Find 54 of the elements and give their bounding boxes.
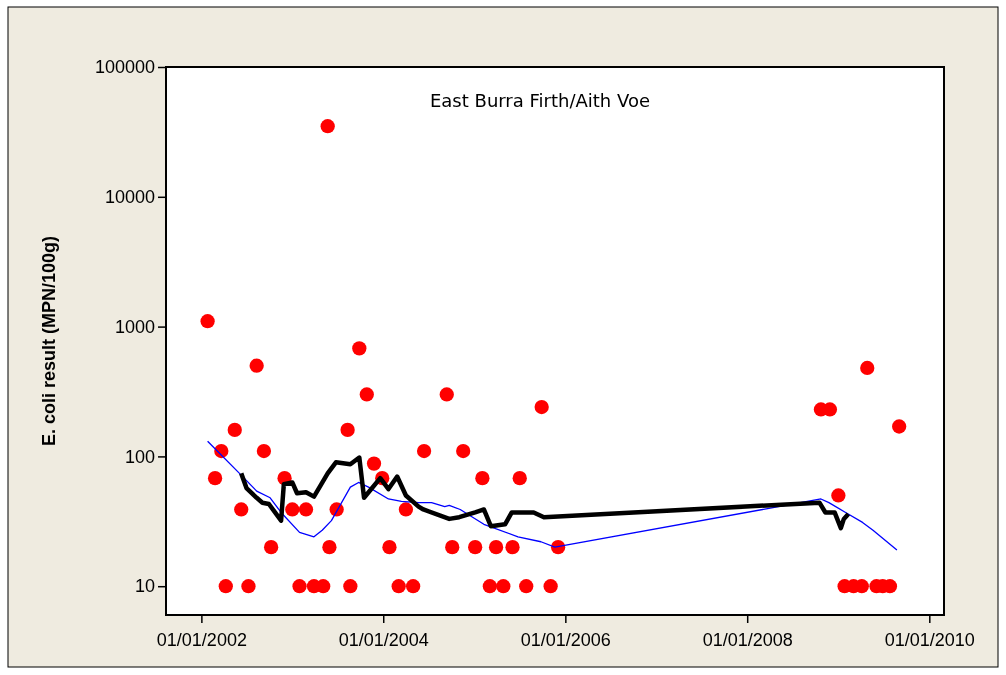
point	[456, 443, 471, 459]
point	[352, 341, 367, 356]
point	[218, 579, 233, 594]
point	[382, 540, 397, 555]
point	[416, 443, 432, 459]
y-tick-label: 10000	[104, 187, 155, 208]
point	[366, 456, 382, 471]
point	[359, 387, 374, 402]
x-tick-label: 01/01/2006	[520, 629, 611, 650]
point	[343, 579, 358, 594]
x-tick-label: 01/01/2008	[702, 629, 793, 650]
point	[227, 422, 242, 438]
point	[241, 579, 256, 594]
y-tick-label: 1000	[114, 316, 155, 337]
point	[316, 579, 331, 594]
x-tick-label: 01/01/2004	[338, 629, 429, 650]
point	[860, 360, 875, 376]
y-axis-title: E. coli result (MPN/100g)	[39, 235, 59, 447]
point	[320, 119, 335, 134]
point	[496, 579, 511, 594]
point	[439, 387, 454, 402]
point	[263, 540, 279, 555]
point	[256, 443, 272, 459]
point	[892, 419, 907, 434]
point	[482, 579, 497, 594]
point	[207, 471, 223, 486]
point	[398, 502, 414, 517]
point	[445, 540, 460, 555]
x-tick-label: 01/01/2002	[156, 629, 247, 650]
point	[292, 579, 307, 594]
point	[519, 579, 534, 594]
point	[285, 502, 300, 517]
text: East Burra Firth/Aith Voe	[429, 90, 651, 111]
point	[234, 502, 249, 517]
point	[340, 422, 355, 438]
point	[322, 540, 337, 555]
point	[543, 579, 558, 594]
point	[512, 471, 527, 486]
point	[298, 502, 314, 517]
y-tick-label: 100000	[94, 57, 155, 78]
point	[831, 488, 846, 503]
point	[391, 579, 406, 594]
point	[405, 579, 421, 594]
line-series	[238, 455, 851, 531]
y-tick-label: 10	[134, 576, 155, 597]
point	[249, 358, 264, 373]
y-tick-label: 100	[124, 446, 155, 467]
point	[534, 399, 549, 415]
point	[475, 471, 490, 486]
point	[488, 540, 504, 555]
x-tick-label: 01/01/2010	[884, 629, 975, 650]
point	[200, 314, 215, 329]
point	[468, 540, 483, 555]
point	[505, 540, 520, 555]
